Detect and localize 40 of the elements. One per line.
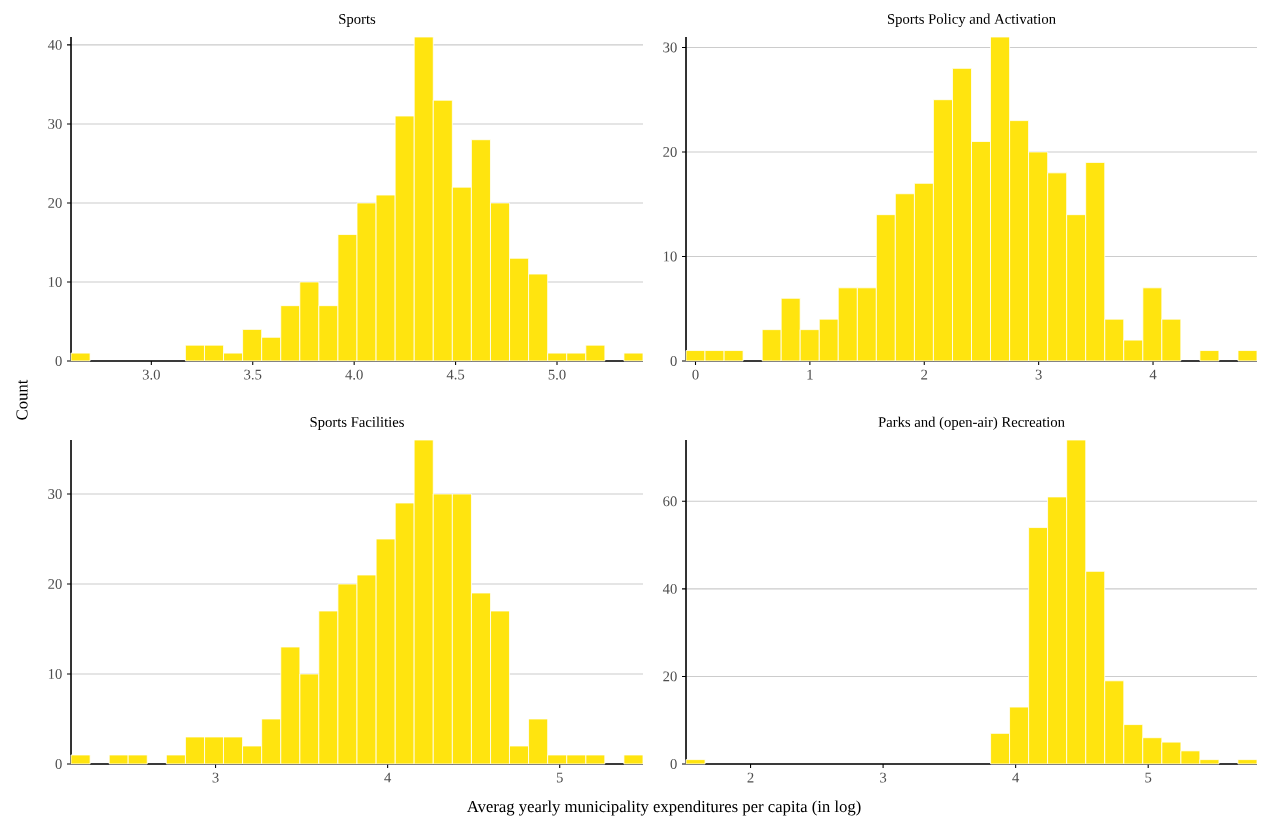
y-tick-label: 20: [48, 198, 62, 208]
x-tick-label: 4: [384, 772, 392, 783]
x-tick-label: 2: [747, 772, 754, 783]
x-tick-label: 4.0: [345, 369, 363, 380]
x-tick-label: 5: [1145, 772, 1152, 783]
y-tick-label: 10: [663, 251, 677, 262]
y-tick-label: 0: [55, 759, 62, 769]
y-tick-label: 30: [663, 42, 677, 53]
chart-title: Parks and (open-air) Recreation: [878, 416, 1065, 430]
y-tick-label: 10: [48, 277, 62, 287]
x-tick-label: 3: [212, 772, 219, 783]
y-tick-label: 30: [48, 118, 62, 129]
y-tick-label: 20: [663, 147, 677, 157]
y-tick-label: 0: [55, 356, 62, 366]
x-tick-label: 1: [807, 369, 813, 380]
y-tick-label: 0: [670, 759, 677, 769]
x-tick-label: 4: [1149, 369, 1157, 380]
y-tick-label: 40: [47, 39, 62, 50]
y-tick-label: 40: [662, 583, 677, 594]
x-tick-label: 3: [880, 772, 887, 783]
y-tick-label: 0: [670, 356, 677, 366]
y-tick-label: 20: [48, 579, 62, 589]
x-axis-title: Averag yearly municipality expenditures per capita (in log): [466, 800, 861, 816]
x-tick-label: 3: [1035, 369, 1042, 380]
x-tick-label: 5.0: [548, 369, 566, 380]
y-tick-label: 60: [663, 496, 677, 507]
x-tick-label: 4: [1012, 772, 1020, 783]
x-tick-label: 2: [921, 369, 928, 380]
chart-title: Sports Facilities: [310, 416, 404, 430]
x-tick-label: 0: [692, 369, 699, 380]
x-tick-label: 3.0: [142, 369, 160, 380]
x-tick-label: 4.5: [446, 369, 465, 380]
x-tick-label: 5: [556, 772, 563, 783]
chart-title: Sports: [339, 14, 376, 27]
y-tick-label: 20: [663, 671, 677, 682]
y-tick-label: 10: [48, 669, 62, 679]
y-tick-label: 30: [48, 489, 62, 499]
x-tick-label: 3.5: [244, 369, 262, 380]
chart-title: Sports Policy and Activation: [887, 13, 1056, 27]
y-axis-title: Count: [16, 379, 28, 420]
